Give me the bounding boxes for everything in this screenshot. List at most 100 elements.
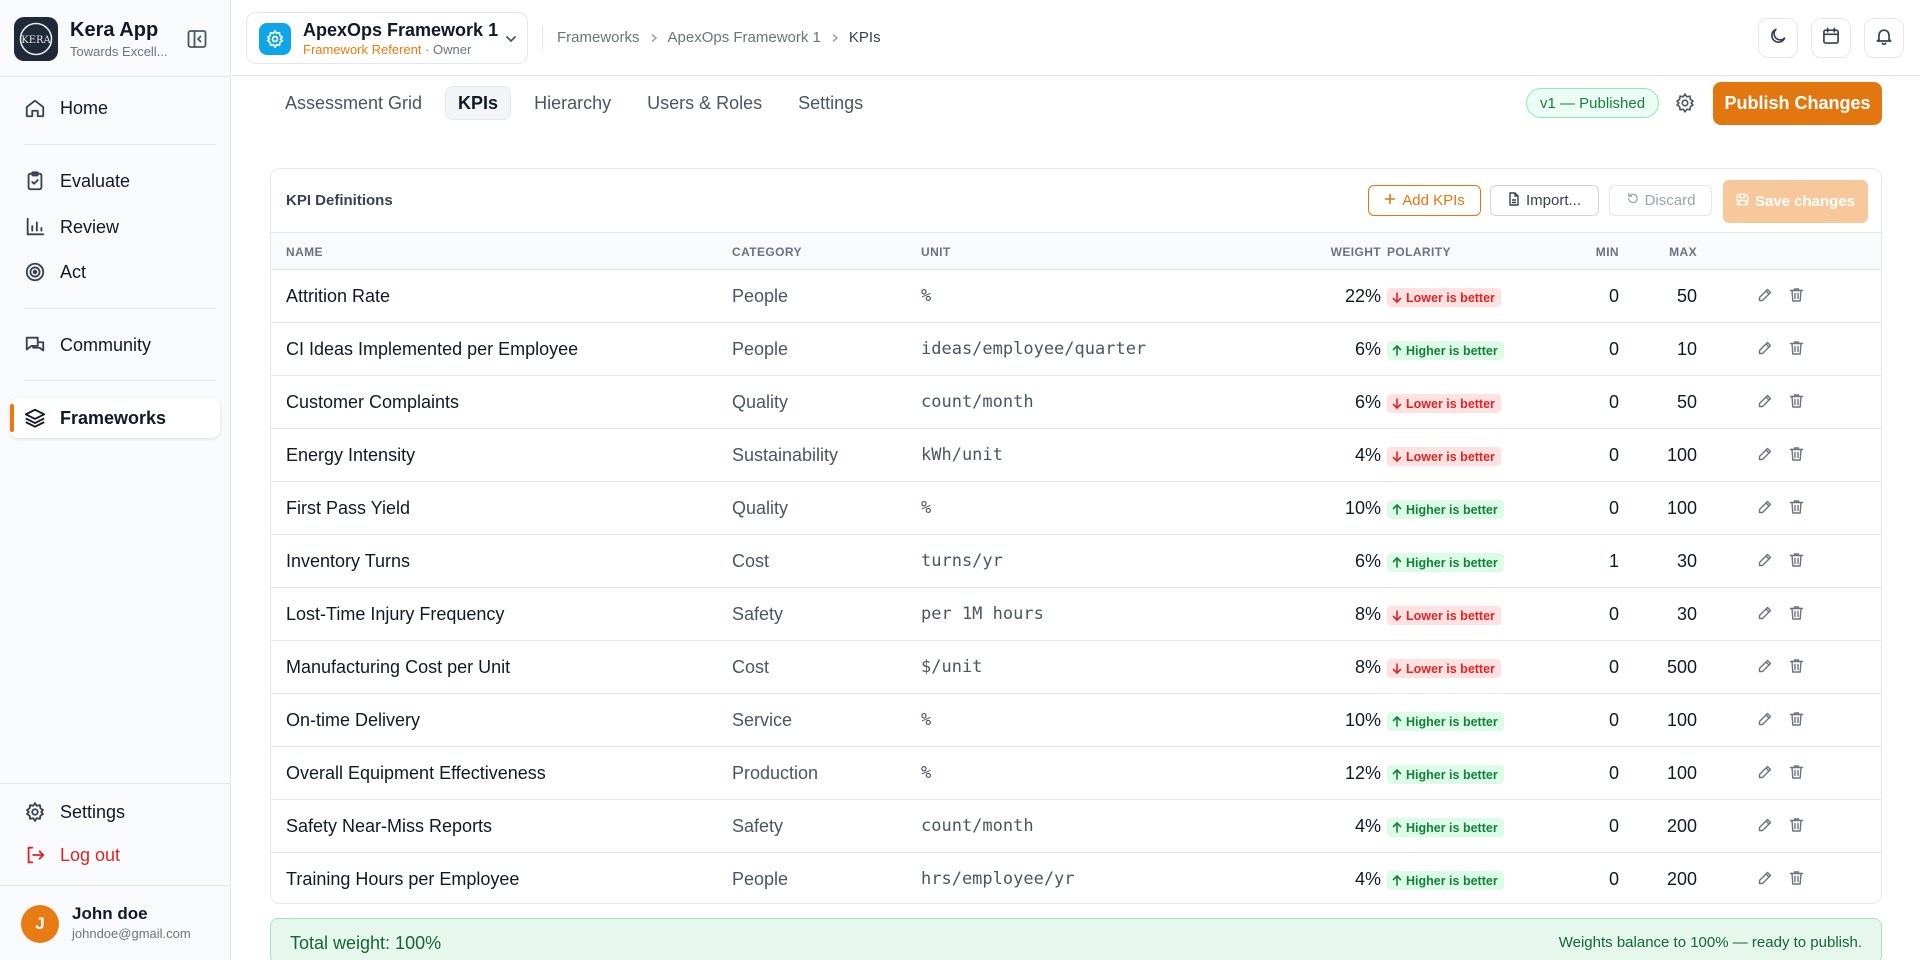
delete-icon[interactable] bbox=[1786, 497, 1806, 517]
kpi-weight: 8% bbox=[1354, 657, 1381, 677]
delete-icon[interactable] bbox=[1786, 868, 1806, 888]
tab-kpis[interactable]: KPIs bbox=[445, 86, 512, 120]
save-changes-button[interactable]: Save changes bbox=[1723, 180, 1868, 223]
kpi-unit: kWh/unit bbox=[921, 445, 1003, 465]
calendar-button[interactable] bbox=[1811, 18, 1851, 58]
framework-name: ApexOps Framework 1 bbox=[303, 20, 499, 40]
kpi-unit: $/unit bbox=[921, 657, 983, 677]
delete-icon[interactable] bbox=[1786, 391, 1806, 411]
column-header-max: MAX bbox=[1669, 245, 1697, 259]
delete-icon[interactable] bbox=[1786, 656, 1806, 676]
clipboard-check-icon bbox=[24, 170, 46, 192]
breadcrumb-frameworks[interactable]: Frameworks bbox=[557, 29, 640, 46]
edit-icon[interactable] bbox=[1755, 709, 1775, 729]
sidebar-separator bbox=[24, 144, 216, 145]
kpi-unit: turns/yr bbox=[921, 551, 1003, 571]
sidebar-divider bbox=[0, 783, 231, 784]
table-row: Training Hours per Employee People hrs/emp… bbox=[271, 853, 1881, 903]
kpi-max: 100 bbox=[1666, 445, 1697, 465]
logout-button[interactable]: Log out bbox=[10, 835, 220, 875]
tab-users-roles[interactable]: Users & Roles bbox=[647, 92, 763, 113]
polarity-badge: Higher is better bbox=[1387, 818, 1504, 837]
polarity-badge: Higher is better bbox=[1387, 765, 1504, 784]
gear-icon bbox=[24, 801, 46, 823]
table-row: Safety Near-Miss Reports Safety count/mont… bbox=[271, 800, 1881, 853]
column-header-name: NAME bbox=[286, 245, 323, 259]
column-header-category: CATEGORY bbox=[732, 245, 802, 259]
sidebar-item-label: Review bbox=[60, 216, 120, 237]
collapse-sidebar-icon[interactable] bbox=[185, 27, 209, 51]
edit-icon[interactable] bbox=[1755, 815, 1775, 835]
table-row: Overall Equipment Effectiveness Productio… bbox=[271, 747, 1881, 800]
kpi-name: Safety Near-Miss Reports bbox=[286, 816, 493, 836]
sidebar-item-settings[interactable]: Settings bbox=[10, 792, 220, 832]
edit-icon[interactable] bbox=[1755, 497, 1775, 517]
edit-icon[interactable] bbox=[1755, 868, 1775, 888]
sidebar-item-evaluate[interactable]: Evaluate bbox=[10, 161, 220, 201]
tab-assessment-grid[interactable]: Assessment Grid bbox=[285, 92, 423, 113]
polarity-badge: Higher is better bbox=[1387, 500, 1504, 519]
framework-switcher[interactable]: ApexOps Framework 1 Framework Referent ·… bbox=[246, 12, 528, 64]
kpi-category: Cost bbox=[732, 657, 770, 677]
edit-icon[interactable] bbox=[1755, 391, 1775, 411]
delete-icon[interactable] bbox=[1786, 550, 1806, 570]
edit-icon[interactable] bbox=[1755, 762, 1775, 782]
arrow-up-icon bbox=[1392, 769, 1402, 780]
kpi-min: 0 bbox=[1608, 869, 1619, 889]
kpi-max: 50 bbox=[1676, 392, 1697, 412]
discard-button[interactable]: Discard bbox=[1609, 185, 1712, 216]
sidebar-item-review[interactable]: Review bbox=[10, 207, 220, 247]
polarity-badge: Lower is better bbox=[1387, 606, 1501, 625]
delete-icon[interactable] bbox=[1786, 285, 1806, 305]
table-row: Energy Intensity Sustainability kWh/unit 4%… bbox=[271, 429, 1881, 482]
delete-icon[interactable] bbox=[1786, 603, 1806, 623]
delete-icon[interactable] bbox=[1786, 815, 1806, 835]
kpi-category: Service bbox=[732, 710, 793, 730]
kpi-name: Lost-Time Injury Frequency bbox=[286, 604, 505, 624]
column-header-unit: UNIT bbox=[921, 245, 951, 259]
edit-icon[interactable] bbox=[1755, 285, 1775, 305]
gear-icon[interactable] bbox=[1674, 92, 1698, 116]
import-button[interactable]: Import... bbox=[1490, 185, 1599, 216]
save-icon bbox=[1736, 193, 1749, 210]
kpi-name: On-time Delivery bbox=[286, 710, 421, 730]
sidebar-item-label: Act bbox=[60, 261, 87, 282]
avatar[interactable]: J bbox=[21, 905, 59, 943]
sidebar-item-frameworks[interactable]: Frameworks bbox=[10, 398, 220, 438]
delete-icon[interactable] bbox=[1786, 762, 1806, 782]
calendar-icon bbox=[1821, 26, 1841, 51]
kpi-max: 100 bbox=[1666, 763, 1697, 783]
discard-label: Discard bbox=[1644, 192, 1696, 209]
kpi-max: 50 bbox=[1676, 286, 1697, 306]
breadcrumb-current: KPIs bbox=[848, 29, 881, 46]
tab-bar: Assessment Grid KPIs Hierarchy Users & R… bbox=[272, 86, 886, 120]
add-kpis-button[interactable]: Add KPIs bbox=[1368, 185, 1481, 216]
delete-icon[interactable] bbox=[1786, 338, 1806, 358]
edit-icon[interactable] bbox=[1755, 338, 1775, 358]
kpi-category: Cost bbox=[732, 551, 770, 571]
edit-icon[interactable] bbox=[1755, 656, 1775, 676]
notifications-button[interactable] bbox=[1864, 18, 1904, 58]
theme-toggle-button[interactable] bbox=[1758, 18, 1798, 58]
edit-icon[interactable] bbox=[1755, 550, 1775, 570]
sidebar-item-community[interactable]: Community bbox=[10, 325, 220, 365]
publish-changes-button[interactable]: Publish Changes bbox=[1713, 82, 1882, 125]
kpi-unit: count/month bbox=[921, 816, 1034, 836]
tab-hierarchy[interactable]: Hierarchy bbox=[534, 92, 612, 113]
polarity-label: Higher is better bbox=[1406, 714, 1498, 729]
arrow-up-icon bbox=[1392, 345, 1402, 356]
sidebar-item-act[interactable]: Act bbox=[10, 252, 220, 292]
delete-icon[interactable] bbox=[1786, 444, 1806, 464]
kpi-weight: 4% bbox=[1354, 445, 1381, 465]
edit-icon[interactable] bbox=[1755, 603, 1775, 623]
tab-settings[interactable]: Settings bbox=[798, 92, 864, 113]
breadcrumb-framework[interactable]: ApexOps Framework 1 bbox=[667, 29, 821, 46]
edit-icon[interactable] bbox=[1755, 444, 1775, 464]
delete-icon[interactable] bbox=[1786, 709, 1806, 729]
sidebar-item-home[interactable]: Home bbox=[10, 88, 220, 128]
polarity-label: Higher is better bbox=[1406, 820, 1498, 835]
sidebar-separator bbox=[24, 308, 216, 309]
plus-icon bbox=[1384, 192, 1396, 209]
kpi-name: Customer Complaints bbox=[286, 392, 460, 412]
kpi-unit: count/month bbox=[921, 392, 1034, 412]
